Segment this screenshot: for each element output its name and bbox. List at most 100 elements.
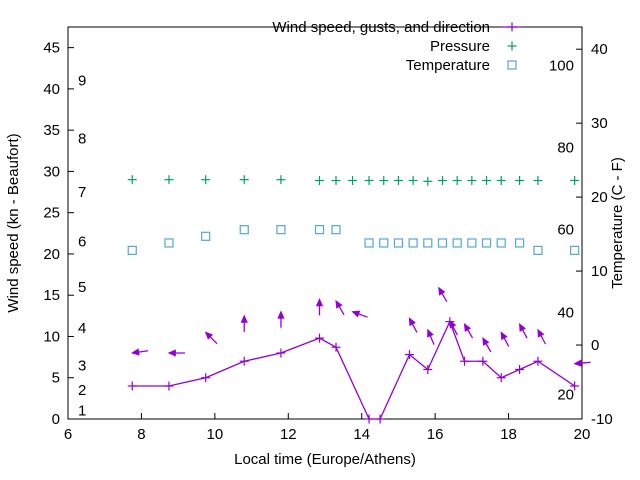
wind-arrow bbox=[240, 314, 248, 332]
legend-sample-marker bbox=[507, 60, 517, 70]
data-point bbox=[393, 238, 404, 248]
series-wind-speed bbox=[127, 317, 580, 424]
wind-arrow bbox=[408, 317, 418, 333]
x-tick-label: 12 bbox=[280, 426, 297, 443]
wind-arrow-head bbox=[131, 348, 140, 356]
wind-arrow-head bbox=[427, 328, 434, 338]
data-point bbox=[127, 245, 137, 255]
wind-arrow bbox=[500, 331, 510, 347]
x-tick-label: 14 bbox=[353, 426, 370, 443]
data-series-layer bbox=[127, 175, 580, 424]
legend-label: Pressure bbox=[430, 38, 490, 55]
y-tick-label: 20 bbox=[43, 246, 60, 263]
wind-arrow-head bbox=[351, 310, 361, 318]
y-tick-label: 40 bbox=[43, 81, 60, 98]
data-point bbox=[276, 225, 286, 235]
wind-direction-arrows bbox=[131, 286, 591, 367]
beaufort-label: 8 bbox=[78, 130, 86, 147]
beaufort-label: 1 bbox=[78, 403, 86, 420]
wind-arrow bbox=[335, 299, 345, 316]
beaufort-label: 2 bbox=[78, 382, 86, 399]
wind-arrow bbox=[427, 328, 435, 345]
y2-tick-label: 0 bbox=[591, 337, 599, 354]
chart-legend[interactable]: Wind speed, gusts, and direction Pressure… bbox=[272, 19, 522, 74]
data-point bbox=[467, 238, 477, 248]
wind-arrow-head bbox=[519, 323, 527, 332]
plot-border bbox=[67, 26, 583, 420]
y-axis-title: Wind speed (kn - Beaufort) bbox=[5, 133, 22, 312]
wind-arrow bbox=[537, 328, 547, 345]
plot-frame bbox=[67, 26, 583, 420]
x-tick-label: 18 bbox=[500, 426, 517, 443]
beaufort-label: 4 bbox=[78, 320, 86, 337]
legend-label: Temperature bbox=[406, 57, 490, 74]
data-point bbox=[514, 238, 525, 248]
data-point bbox=[423, 238, 433, 248]
beaufort-label: 5 bbox=[78, 279, 86, 296]
data-point bbox=[452, 238, 462, 248]
y2-tick-label: 40 bbox=[591, 41, 608, 58]
x-tick-label: 8 bbox=[137, 426, 145, 443]
y-tick-label: 45 bbox=[43, 40, 60, 57]
legend-label: Wind speed, gusts, and direction bbox=[272, 19, 490, 36]
x-axis-title: Local time (Europe/Athens) bbox=[234, 451, 416, 468]
data-point bbox=[364, 238, 374, 248]
wind-arrow-head bbox=[438, 286, 446, 296]
data-point bbox=[201, 231, 211, 241]
wind-arrow-head bbox=[449, 319, 457, 329]
wind-arrow-head bbox=[204, 331, 214, 340]
series-line bbox=[132, 319, 576, 420]
wind-arrow-head bbox=[167, 349, 176, 357]
y2-axis-title: Temperature (C - F) bbox=[609, 157, 626, 289]
wind-arrow bbox=[519, 323, 528, 339]
wind-arrow-head bbox=[500, 331, 508, 341]
y-tick-label: 25 bbox=[43, 205, 60, 222]
wind-arrow bbox=[463, 323, 474, 339]
x-tick-label: 20 bbox=[574, 426, 591, 443]
wind-arrow bbox=[167, 349, 185, 357]
x-tick-label: 6 bbox=[64, 426, 72, 443]
wind-arrow-head bbox=[573, 359, 582, 367]
data-point bbox=[408, 238, 418, 248]
beaufort-label: 9 bbox=[78, 73, 86, 90]
inner-scale-labels: 1 2 3 4 5 6 7 8 9 20 40 60 80 100 bbox=[78, 57, 574, 419]
data-point bbox=[481, 238, 492, 248]
y-tick-label: 10 bbox=[43, 328, 60, 345]
y-tick-label: 30 bbox=[43, 163, 60, 180]
fahrenheit-label: 20 bbox=[557, 387, 574, 404]
y2-tick-label: 20 bbox=[591, 189, 608, 206]
wind-arrow-head bbox=[315, 298, 324, 307]
wind-arrow bbox=[277, 310, 285, 328]
wind-arrow-head bbox=[240, 314, 248, 323]
wind-arrow bbox=[351, 310, 368, 318]
data-point bbox=[496, 238, 506, 248]
wind-arrow bbox=[438, 286, 448, 302]
x-tick-label: 10 bbox=[207, 426, 224, 443]
fahrenheit-label: 40 bbox=[557, 304, 574, 321]
wind-arrow-head bbox=[463, 323, 472, 332]
y-tick-label: 0 bbox=[52, 411, 60, 428]
wind-arrow bbox=[315, 298, 324, 316]
data-point bbox=[570, 245, 580, 255]
y-tick-label: 5 bbox=[52, 370, 60, 387]
data-point bbox=[331, 225, 341, 235]
data-point bbox=[314, 225, 325, 235]
beaufort-label: 7 bbox=[78, 184, 86, 201]
y2-tick-label: 30 bbox=[591, 115, 608, 132]
data-point bbox=[437, 238, 448, 248]
beaufort-label: 6 bbox=[78, 234, 86, 251]
wind-arrow-head bbox=[335, 299, 343, 309]
wind-arrow-head bbox=[537, 328, 545, 338]
x-tick-label: 16 bbox=[427, 426, 444, 443]
data-point bbox=[239, 225, 249, 235]
data-point bbox=[379, 238, 389, 248]
wind-arrow bbox=[482, 337, 492, 353]
data-point bbox=[533, 245, 543, 255]
fahrenheit-label: 80 bbox=[557, 140, 574, 157]
fahrenheit-label: 60 bbox=[557, 222, 574, 239]
fahrenheit-label: 100 bbox=[549, 57, 574, 74]
wind-arrow-head bbox=[408, 317, 416, 327]
